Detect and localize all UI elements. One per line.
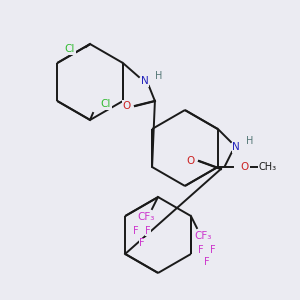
Text: F: F [133,226,139,236]
Text: CH₃: CH₃ [259,162,277,172]
Text: CF₃: CF₃ [194,231,211,241]
Text: CF₃: CF₃ [137,212,155,222]
Text: O: O [241,162,249,172]
Text: O: O [187,156,195,166]
Text: N: N [141,76,149,86]
Text: F: F [198,245,204,255]
Text: H: H [155,71,163,81]
Text: F: F [204,257,210,267]
Text: F: F [139,238,145,248]
Text: F: F [145,226,151,236]
Text: F: F [210,245,216,255]
Text: H: H [246,136,254,146]
Text: O: O [123,101,131,111]
Text: N: N [232,142,240,152]
Text: Cl: Cl [65,44,75,54]
Text: Cl: Cl [101,99,111,109]
